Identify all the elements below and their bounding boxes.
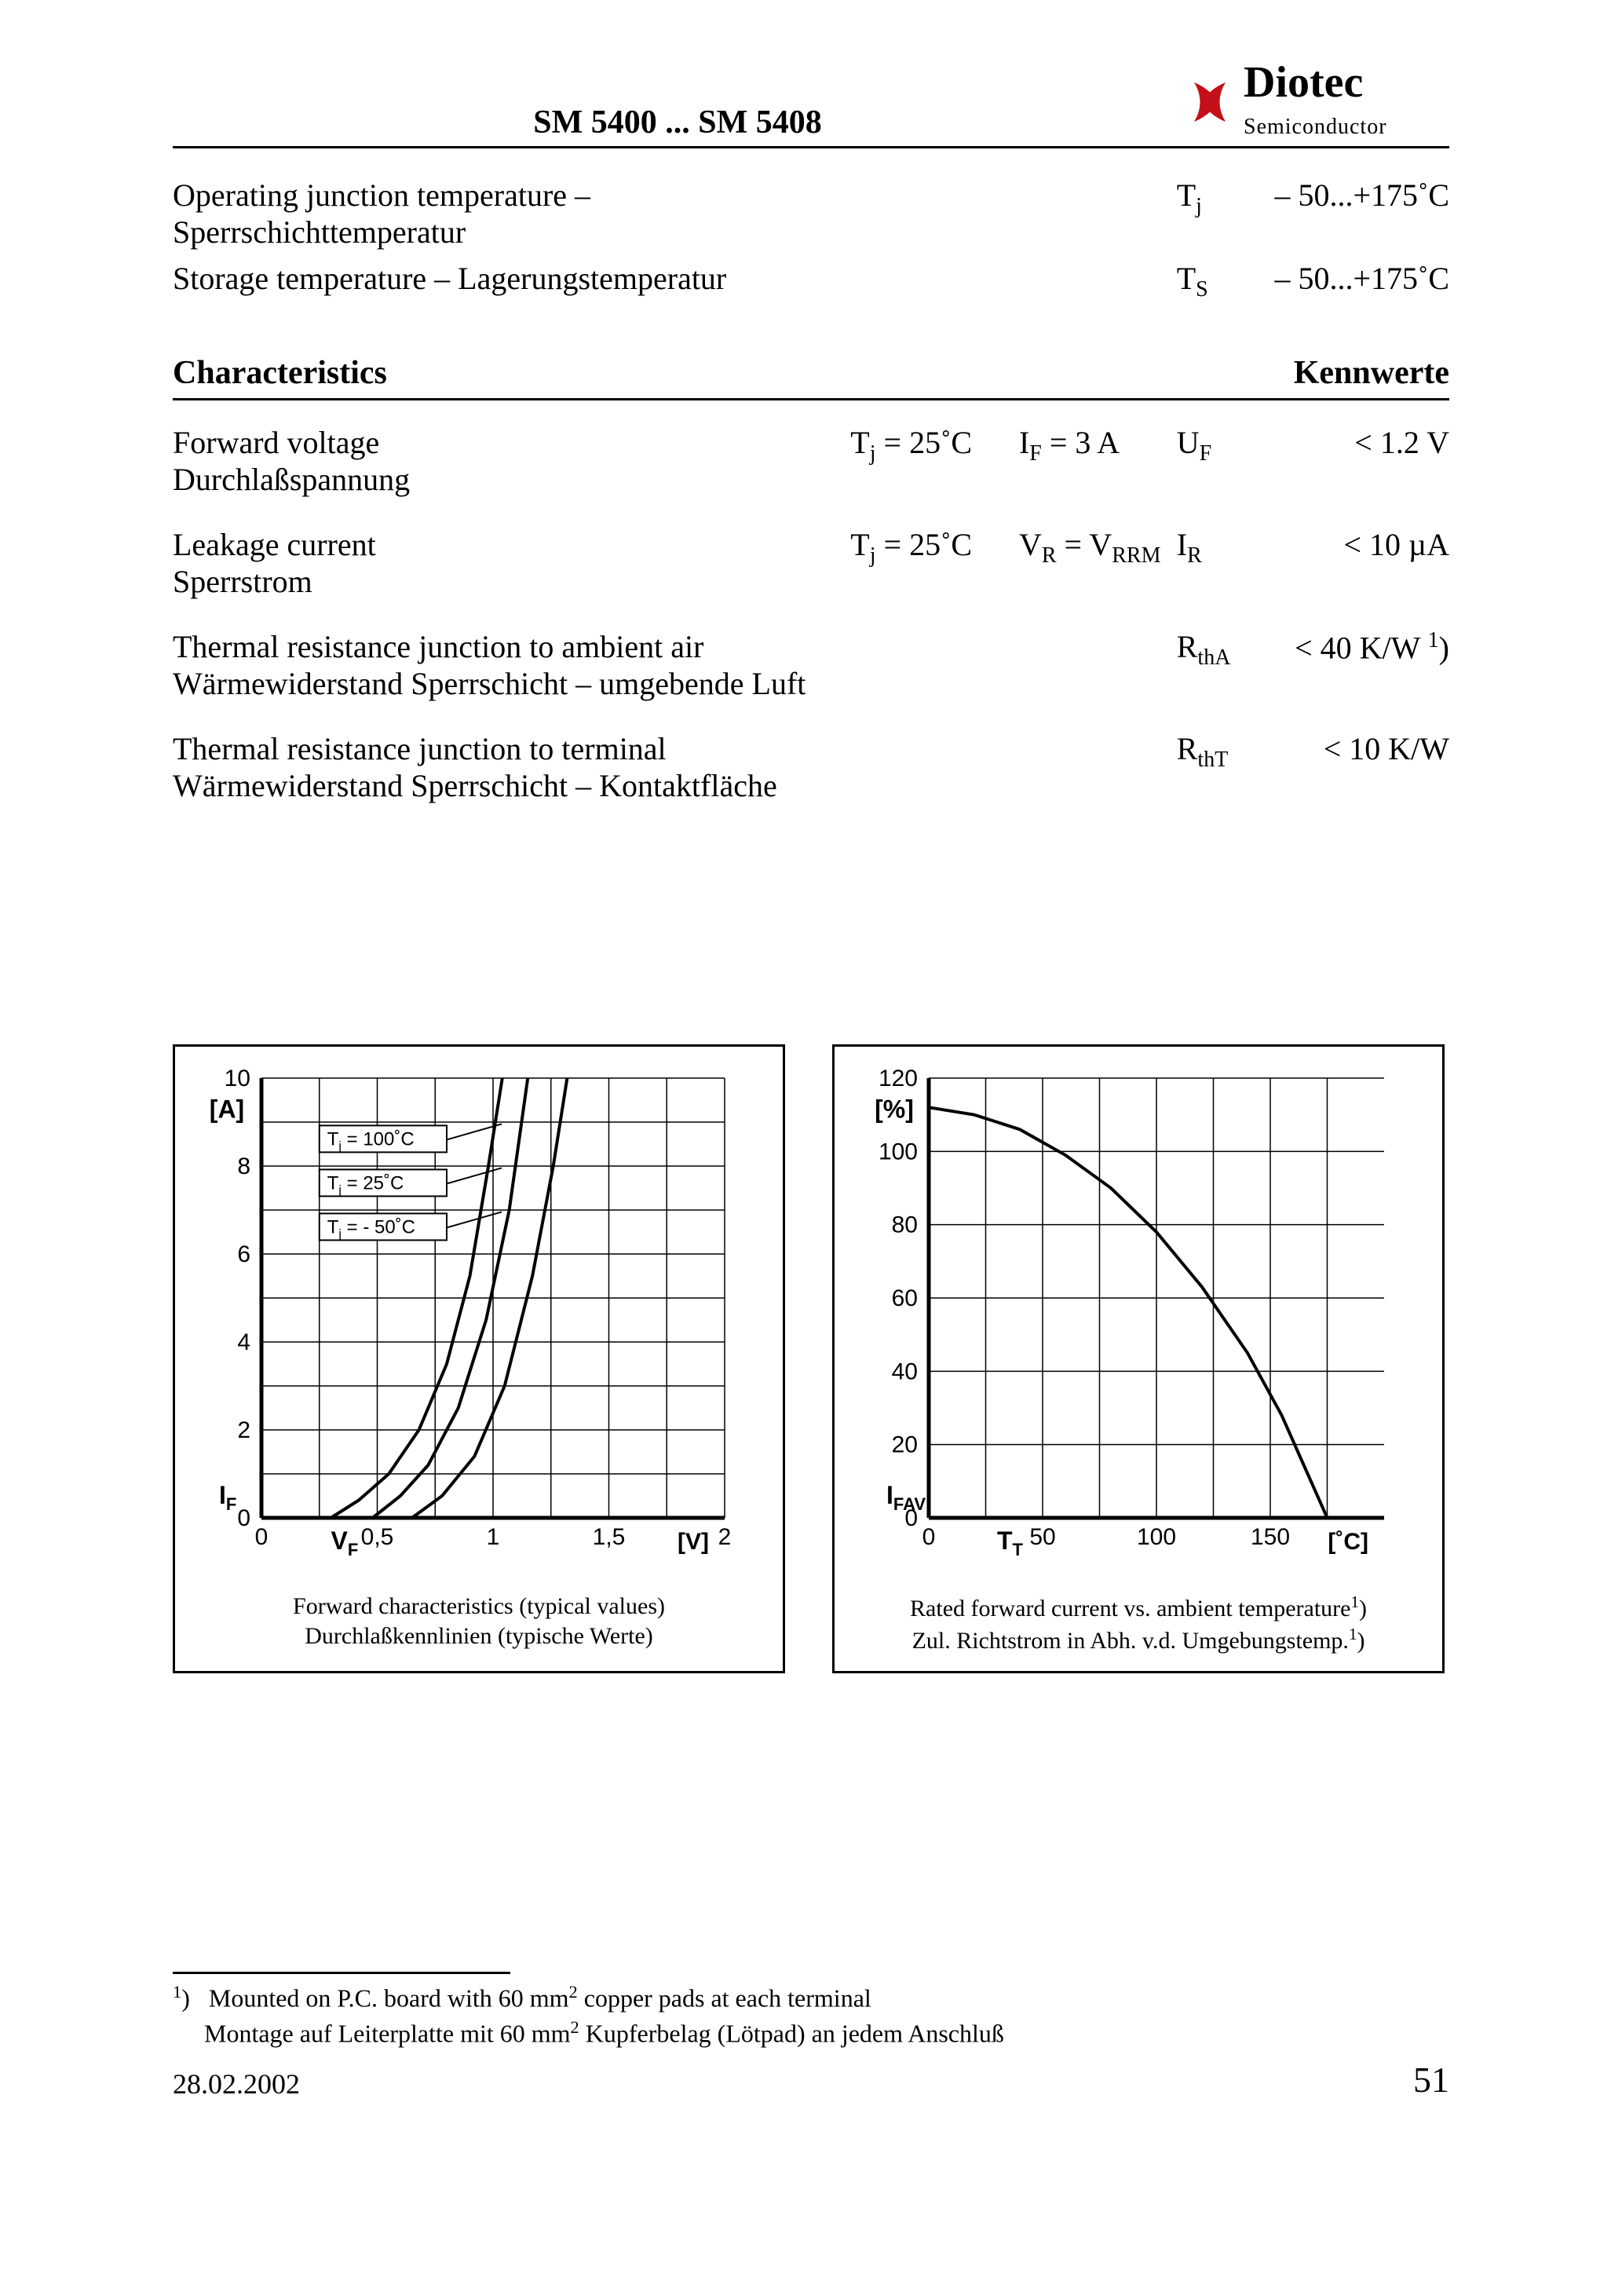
- svg-text:IFAV: IFAV: [886, 1481, 926, 1514]
- char-cond: Tj = 25˚C: [850, 400, 1019, 503]
- svg-text:VF: VF: [331, 1526, 359, 1559]
- spec-name: Storage temperature – Lagerungstemperatu…: [173, 255, 850, 307]
- svg-text:0: 0: [255, 1524, 269, 1550]
- section-header: Characteristics Kennwerte: [173, 307, 1449, 400]
- derating-chart: 050100150020406080100120[%]IFAVTT[˚C] Ra…: [832, 1044, 1445, 1673]
- svg-text:0,5: 0,5: [361, 1524, 394, 1550]
- char-symbol: IR: [1177, 503, 1275, 605]
- spec-value: – 50...+175˚C: [1274, 255, 1449, 307]
- svg-text:150: 150: [1251, 1524, 1290, 1550]
- char-symbol: RthA: [1177, 605, 1275, 707]
- svg-text:4: 4: [237, 1329, 250, 1355]
- footer-page: 51: [1413, 2059, 1449, 2100]
- char-name-de: Wärmewiderstand Sperrschicht – Kontaktfl…: [173, 768, 777, 803]
- svg-text:6: 6: [237, 1241, 250, 1267]
- svg-text:50: 50: [1029, 1524, 1055, 1550]
- char-row: Forward voltage Durchlaßspannung Tj = 25…: [173, 400, 1449, 503]
- logo-sub: Semiconductor: [1244, 115, 1387, 139]
- spec-row: Storage temperature – Lagerungstemperatu…: [173, 255, 1449, 307]
- svg-text:120: 120: [879, 1066, 918, 1091]
- chart-svg: 00,511,520246810[A]IFVF[V]Tj = 100˚CTj =…: [191, 1062, 740, 1581]
- svg-text:[A]: [A]: [210, 1095, 244, 1123]
- svg-text:100: 100: [879, 1139, 918, 1164]
- footer-date: 28.02.2002: [173, 2067, 300, 2100]
- svg-text:80: 80: [892, 1212, 918, 1238]
- spec-row: Operating junction temperature – Sperrsc…: [173, 172, 1449, 255]
- svg-text:[˚C]: [˚C]: [1328, 1529, 1368, 1555]
- char-name: Thermal resistance junction to ambient a…: [173, 629, 703, 664]
- chart-svg: 050100150020406080100120[%]IFAVTT[˚C]: [850, 1062, 1400, 1581]
- svg-text:60: 60: [892, 1285, 918, 1311]
- svg-text:TT: TT: [997, 1526, 1024, 1559]
- svg-text:[V]: [V]: [678, 1529, 709, 1555]
- page-footer: 28.02.2002 51: [173, 2059, 1449, 2100]
- char-cond: IF = 3 A: [1019, 400, 1177, 503]
- brand-logo: Diotec Semiconductor: [1182, 63, 1449, 141]
- svg-text:100: 100: [1137, 1524, 1176, 1550]
- char-value: < 1.2 V: [1274, 400, 1449, 503]
- char-name: Forward voltage: [173, 425, 379, 460]
- chart-caption: Rated forward current vs. ambient temper…: [850, 1592, 1427, 1655]
- char-row: Leakage current Sperrstrom Tj = 25˚C VR …: [173, 503, 1449, 605]
- footnote: 1) Mounted on P.C. board with 60 mm2 cop…: [173, 1980, 1449, 2051]
- char-symbol: UF: [1177, 400, 1275, 503]
- svg-text:[%]: [%]: [875, 1095, 914, 1123]
- svg-text:0: 0: [237, 1505, 250, 1531]
- char-name: Leakage current: [173, 527, 376, 562]
- char-value: < 40 K/W 1): [1274, 605, 1449, 707]
- diotec-mark-icon: [1182, 75, 1237, 130]
- svg-text:IF: IF: [219, 1481, 236, 1514]
- chart-caption: Forward characteristics (typical values)…: [191, 1592, 767, 1651]
- footnote-separator: [173, 1972, 510, 1974]
- svg-text:1: 1: [487, 1524, 500, 1550]
- spec-name: Operating junction temperature – Sperrsc…: [173, 172, 850, 255]
- char-value: < 10 µA: [1274, 503, 1449, 605]
- svg-text:1,5: 1,5: [593, 1524, 626, 1550]
- spec-symbol: Tj: [1177, 172, 1275, 255]
- svg-text:2: 2: [718, 1524, 732, 1550]
- svg-text:10: 10: [225, 1066, 250, 1091]
- page-header: SM 5400 ... SM 5408 Diotec Semiconductor: [173, 63, 1449, 148]
- top-spec-table: Operating junction temperature – Sperrsc…: [173, 172, 1449, 809]
- char-cond: Tj = 25˚C: [850, 503, 1019, 605]
- svg-text:8: 8: [237, 1153, 250, 1179]
- char-cond: VR = VRRM: [1019, 503, 1177, 605]
- svg-text:Tj = 25˚C: Tj = 25˚C: [327, 1172, 404, 1197]
- logo-main: Diotec: [1244, 58, 1363, 107]
- char-name-de: Sperrstrom: [173, 564, 312, 599]
- svg-text:20: 20: [892, 1432, 918, 1458]
- spec-symbol: TS: [1177, 255, 1275, 307]
- section-left: Characteristics: [173, 307, 850, 400]
- char-name-de: Wärmewiderstand Sperrschicht – umgebende…: [173, 666, 806, 701]
- char-value: < 10 K/W: [1274, 707, 1449, 809]
- char-name-de: Durchlaßspannung: [173, 462, 410, 497]
- header-title: SM 5400 ... SM 5408: [173, 104, 1182, 141]
- section-right: Kennwerte: [1274, 307, 1449, 400]
- svg-text:2: 2: [237, 1417, 250, 1443]
- charts-row: 00,511,520246810[A]IFVF[V]Tj = 100˚CTj =…: [173, 1044, 1449, 1673]
- char-row: Thermal resistance junction to ambient a…: [173, 605, 1449, 707]
- svg-text:0: 0: [922, 1524, 936, 1550]
- svg-text:40: 40: [892, 1358, 918, 1384]
- char-row: Thermal resistance junction to terminal …: [173, 707, 1449, 809]
- spec-value: – 50...+175˚C: [1274, 172, 1449, 255]
- forward-characteristics-chart: 00,511,520246810[A]IFVF[V]Tj = 100˚CTj =…: [173, 1044, 785, 1673]
- char-name: Thermal resistance junction to terminal: [173, 731, 667, 766]
- char-symbol: RthT: [1177, 707, 1275, 809]
